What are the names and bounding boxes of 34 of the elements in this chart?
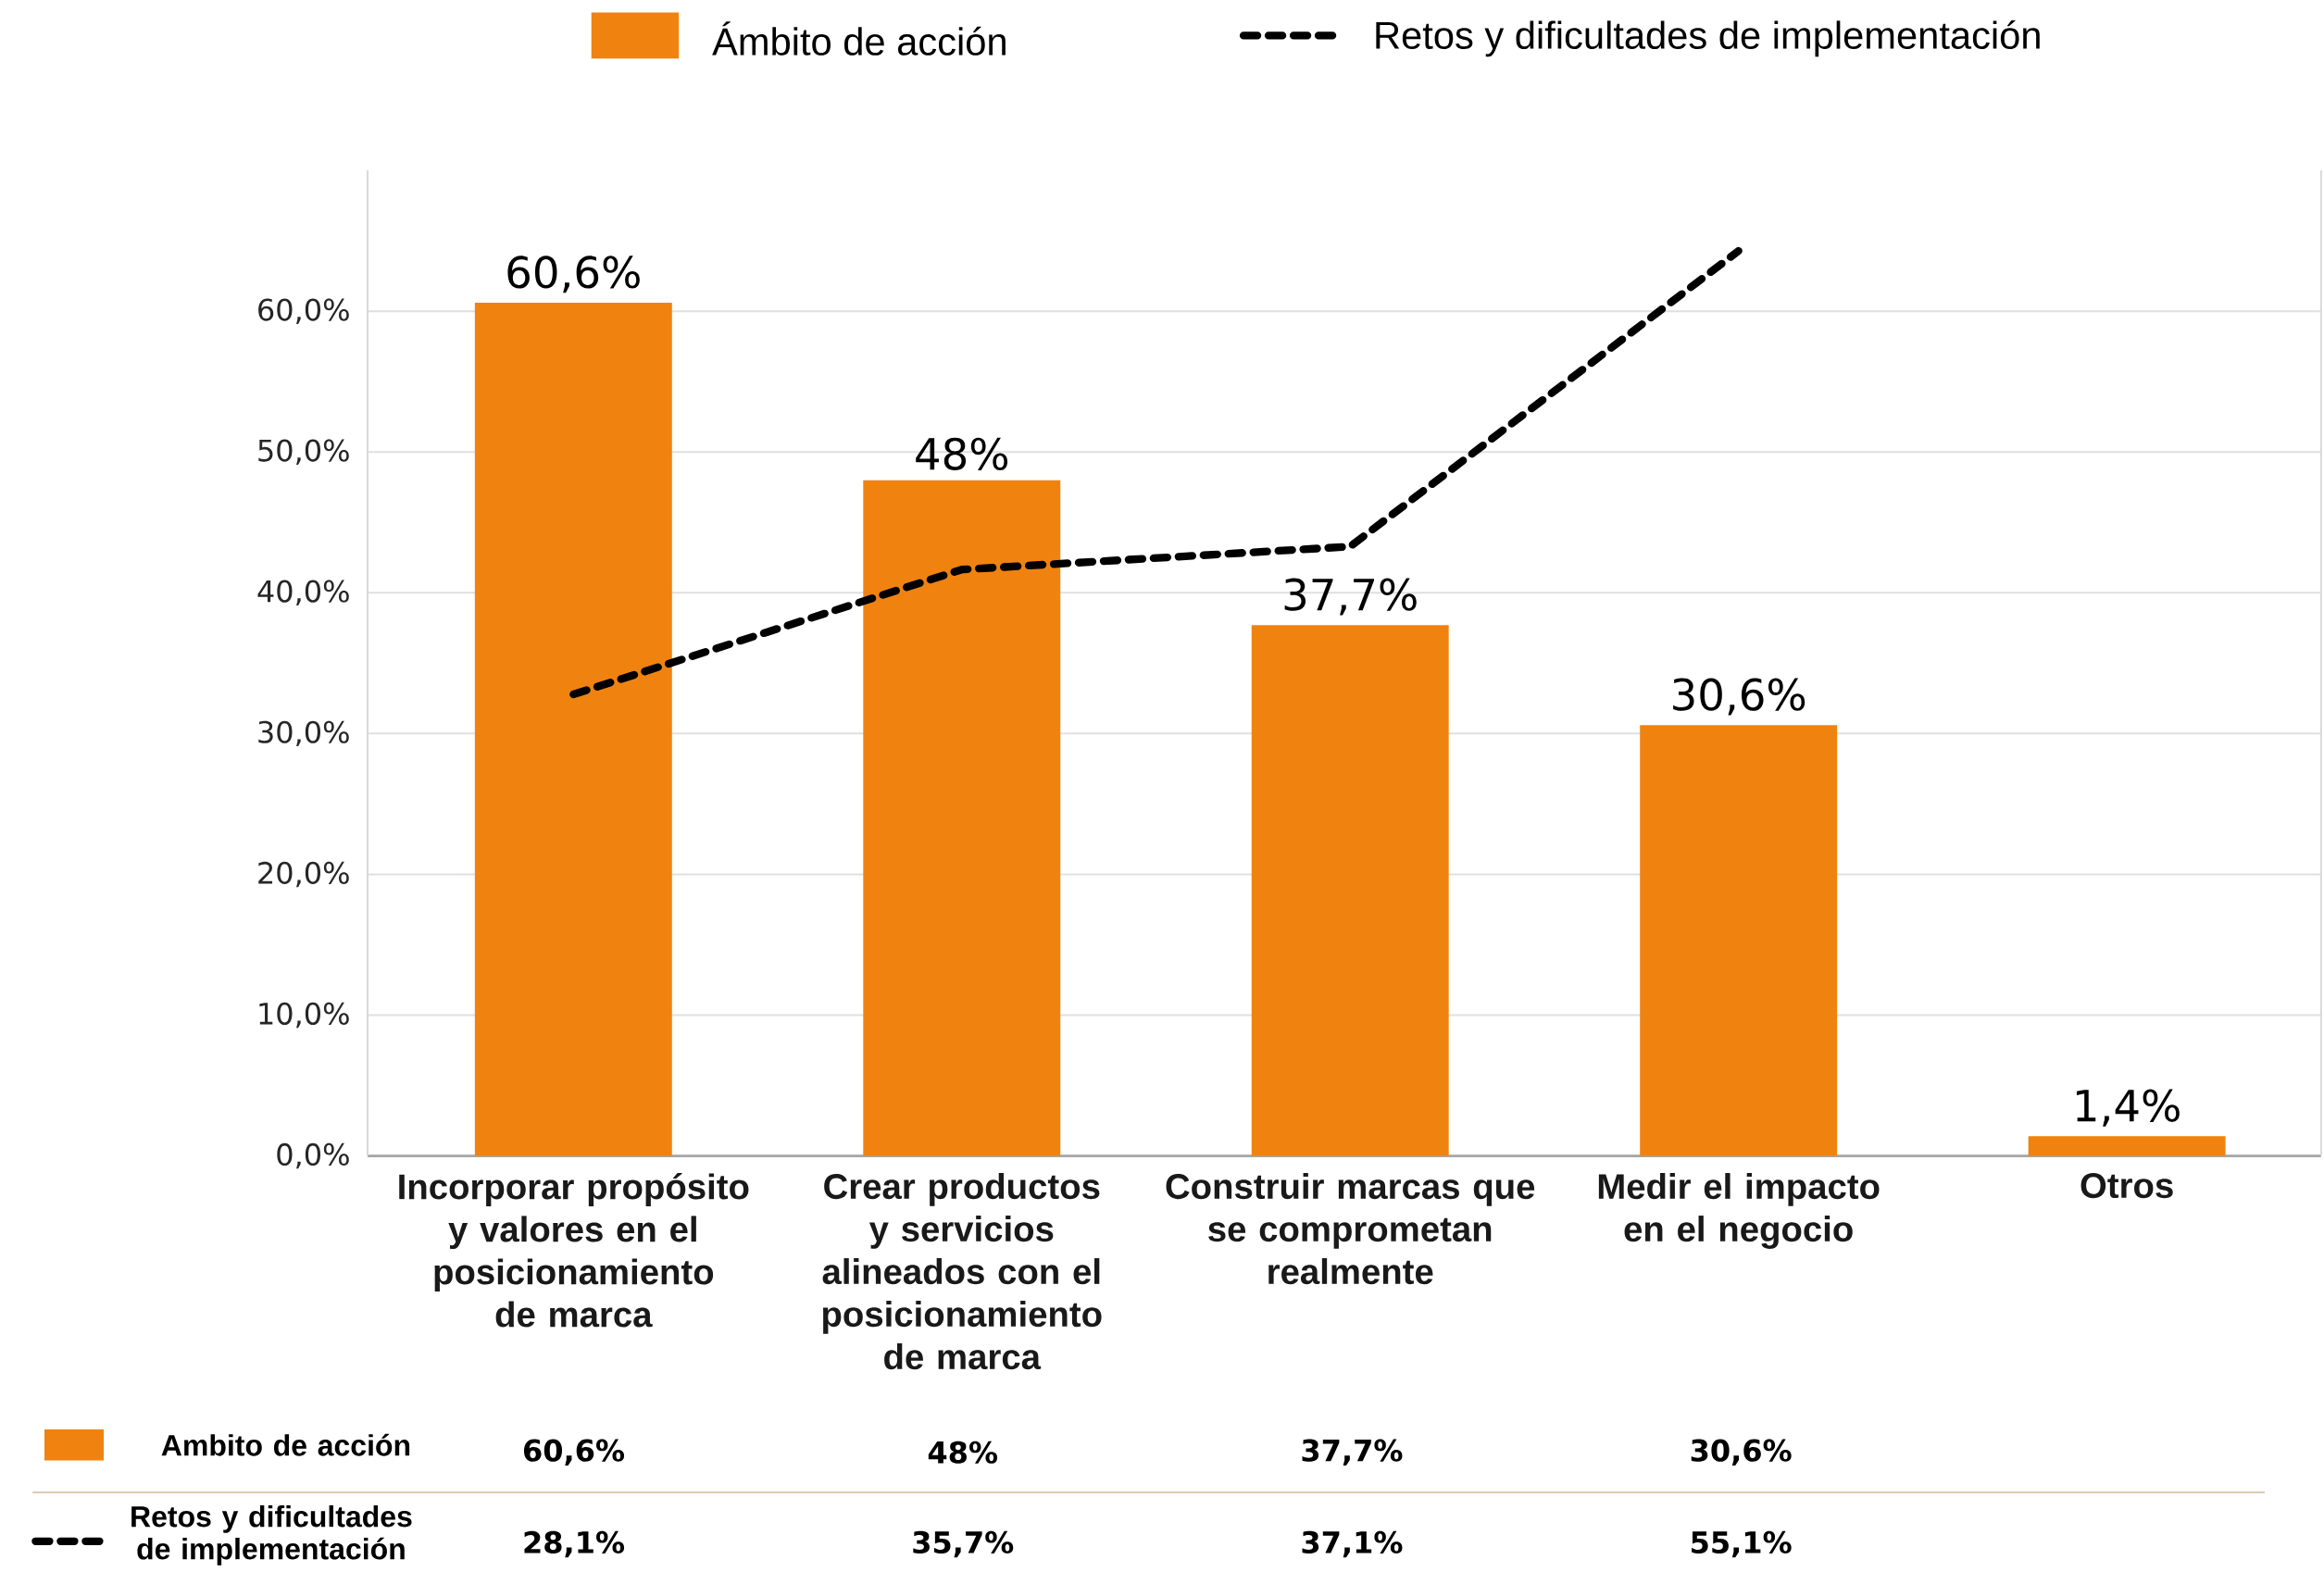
- y-tick-label: 10,0%: [259, 1002, 349, 1029]
- bar: [474, 302, 672, 1156]
- x-tick-label: Medir el impacto en el negocio: [1598, 1172, 1880, 1249]
- data-label: 1,4%: [2076, 1089, 2180, 1127]
- y-tick-label: 0,0%: [277, 1142, 349, 1169]
- data-label: 55,1%: [1692, 1530, 1792, 1557]
- legend-label: Ámbito de acción: [712, 21, 1006, 56]
- text: 60,6%: [523, 1439, 625, 1466]
- data-label: 28,1%: [524, 1530, 625, 1557]
- legend-label: Retos y dificultades de implementación: [1376, 19, 2040, 57]
- x-tick-label: Otros: [2080, 1172, 2173, 1198]
- x-tick-label: Construir marcas que se comprometan realmente: [1166, 1172, 1535, 1284]
- bar: [1640, 725, 1838, 1156]
- text: Retos y dificultades de implementación: [131, 1504, 412, 1566]
- y-tick-label: 40,0%: [257, 580, 349, 605]
- y-tick-label: 20,0%: [258, 861, 349, 887]
- bar: [2028, 1136, 2226, 1156]
- data-label: 37,7%: [1284, 578, 1417, 616]
- data-label: 37,1%: [1302, 1530, 1403, 1557]
- data-label: 35,7%: [913, 1530, 1014, 1557]
- text: Ambito de acción: [161, 1433, 410, 1456]
- bar: [863, 480, 1061, 1156]
- y-tick-label: 60,0%: [258, 298, 349, 324]
- data-label: 48%: [916, 437, 1008, 470]
- x-tick-label: Crear productos y servicios alineados con el posicionamiento de marca: [822, 1172, 1102, 1369]
- text: 37,7%: [1302, 1439, 1403, 1466]
- y-tick-label: 50,0%: [258, 439, 349, 465]
- x-tick-label: Incorporar propósito y valores en el posicionamiento de marca: [399, 1172, 749, 1328]
- text: 48%: [928, 1441, 998, 1464]
- data-label: 60,6%: [507, 256, 640, 293]
- bar: [1251, 625, 1449, 1156]
- data-label: 30,6%: [1673, 678, 1805, 716]
- text: 30,6%: [1691, 1439, 1792, 1466]
- y-tick-label: 30,0%: [258, 720, 349, 746]
